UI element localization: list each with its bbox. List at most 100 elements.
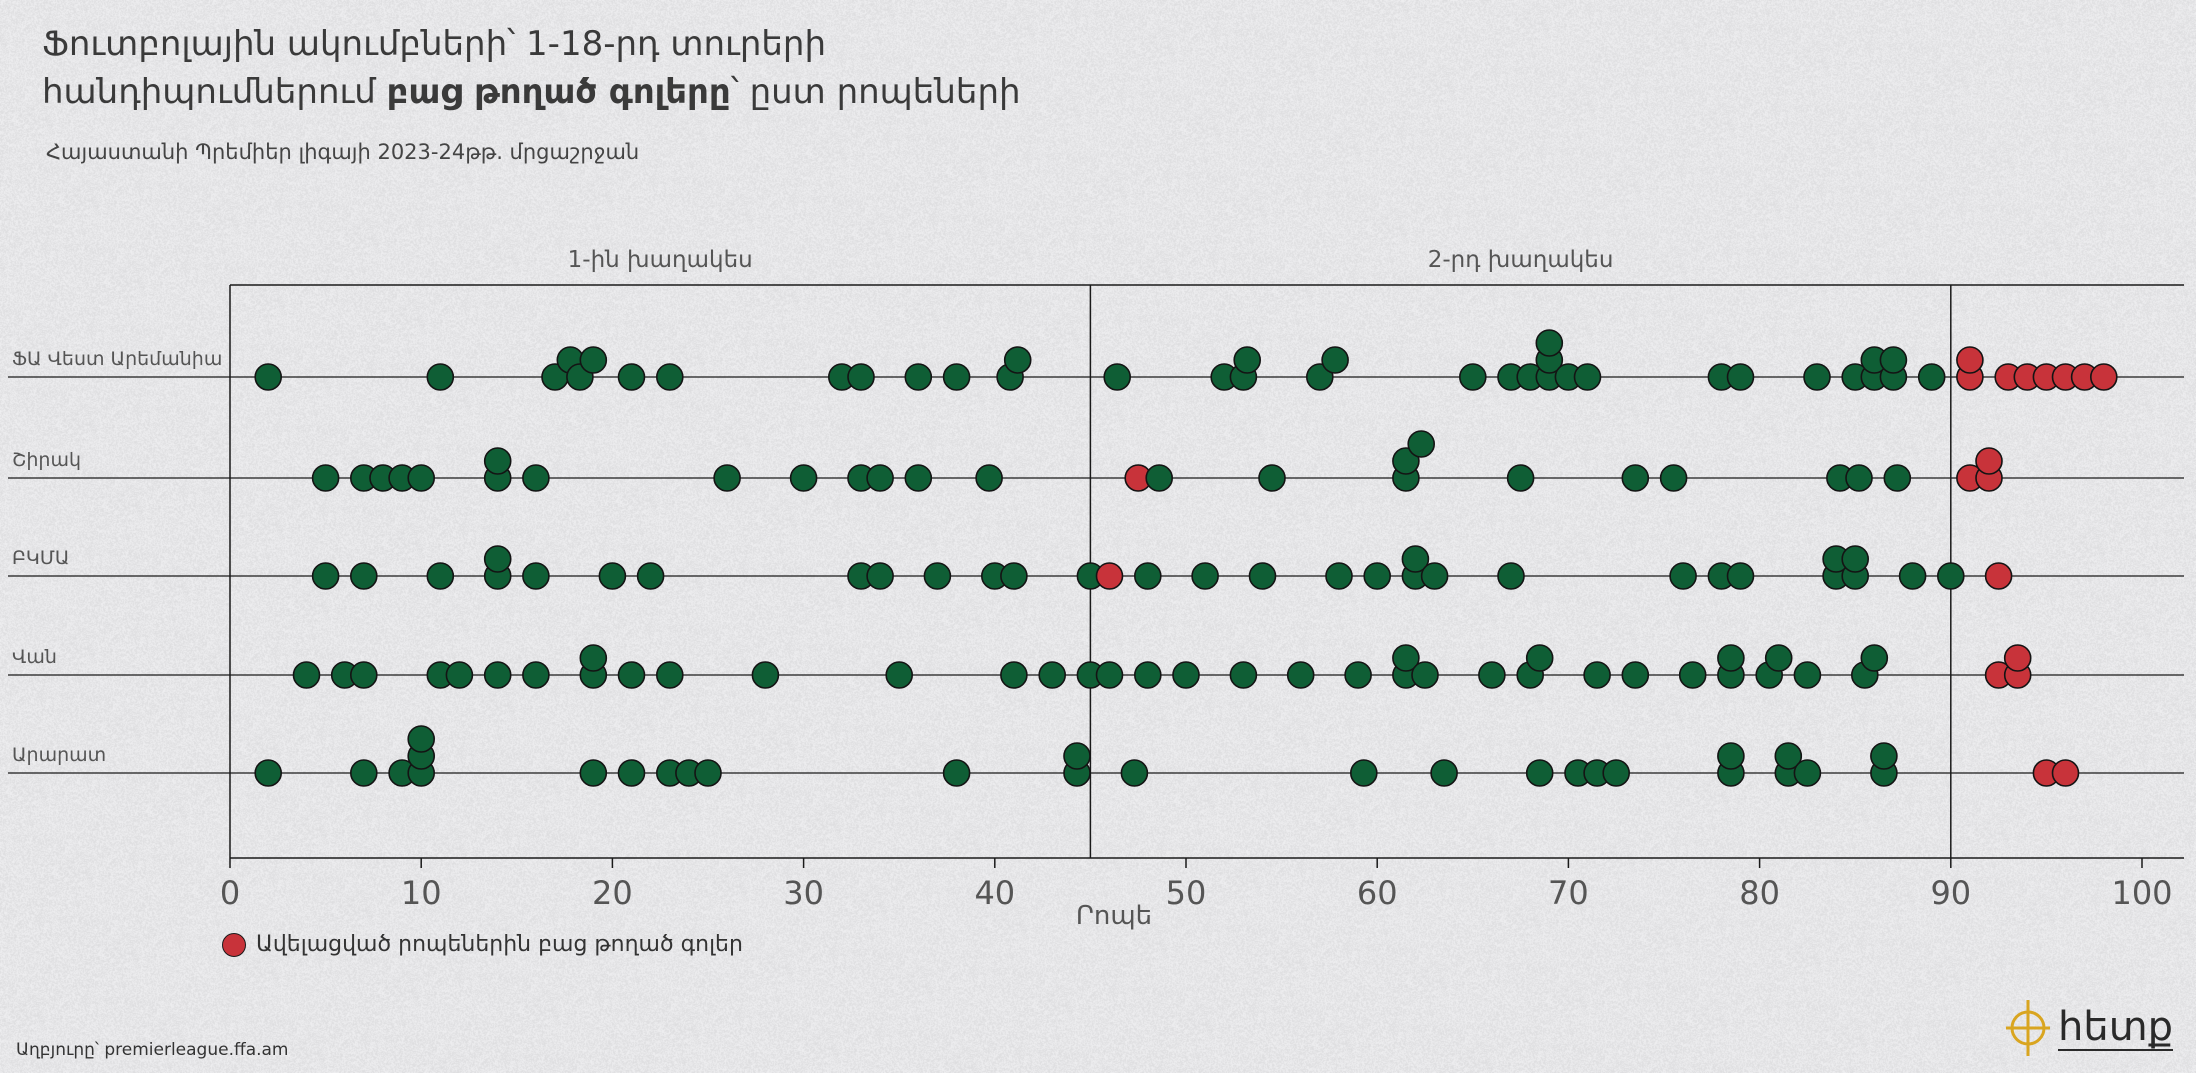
goal-point bbox=[975, 464, 1003, 492]
goal-point bbox=[1678, 661, 1707, 689]
goal-point bbox=[1573, 363, 1602, 391]
goal-point bbox=[904, 363, 933, 391]
goal-point bbox=[1841, 545, 1869, 573]
goal-point bbox=[1248, 562, 1277, 590]
goal-point bbox=[1134, 562, 1162, 590]
goal-point bbox=[311, 562, 340, 590]
goal-point bbox=[866, 562, 894, 590]
goal-point bbox=[1803, 363, 1831, 391]
added-time-goal-point bbox=[1095, 562, 1124, 590]
goal-point bbox=[1258, 464, 1286, 492]
x-tick-label-100: 100 bbox=[2111, 874, 2172, 912]
added-time-goal-point bbox=[2003, 644, 2032, 672]
goal-point bbox=[713, 464, 741, 492]
source-note: Աղբյուրը՝ premierleague.ffa.am bbox=[16, 1040, 289, 1060]
goal-point bbox=[655, 661, 684, 689]
goal-point bbox=[1229, 661, 1258, 689]
x-tick-label-60: 60 bbox=[1357, 874, 1398, 912]
goal-point bbox=[1937, 562, 1965, 590]
goal-point bbox=[1845, 464, 1873, 492]
half-label-1: 1-ին խաղակես bbox=[568, 247, 753, 273]
goal-point bbox=[483, 661, 512, 689]
goal-point bbox=[1898, 562, 1927, 590]
goal-point bbox=[1134, 661, 1162, 689]
goal-point bbox=[1659, 464, 1688, 492]
goal-point bbox=[1726, 363, 1755, 391]
added-time-goal-point bbox=[1984, 562, 2013, 590]
goal-point bbox=[1459, 363, 1487, 391]
goal-point bbox=[522, 464, 550, 492]
goal-point bbox=[1172, 661, 1200, 689]
goal-point bbox=[636, 562, 665, 590]
goal-point bbox=[904, 464, 933, 492]
goal-point bbox=[1774, 742, 1803, 770]
chart-title-line-2-start: հանդիպումներում bbox=[42, 72, 387, 112]
goal-point bbox=[254, 363, 283, 391]
goal-point bbox=[942, 759, 971, 787]
chart-title-line-2-end: ՝ ըստ րոպեների bbox=[730, 72, 1021, 112]
goal-point bbox=[445, 661, 474, 689]
goal-point bbox=[1883, 464, 1912, 492]
goal-point bbox=[1286, 661, 1315, 689]
goal-point bbox=[1870, 742, 1898, 770]
goal-point bbox=[522, 562, 550, 590]
goal-point bbox=[1120, 759, 1149, 787]
added-time-goal-point bbox=[2090, 363, 2118, 391]
goal-point bbox=[1344, 661, 1372, 689]
goal-point bbox=[407, 725, 436, 753]
goal-point bbox=[1669, 562, 1697, 590]
goal-point bbox=[694, 759, 722, 787]
team-label-5: Արարատ bbox=[12, 744, 106, 766]
goal-point bbox=[1000, 562, 1028, 590]
goal-point bbox=[292, 661, 321, 689]
goal-point bbox=[407, 464, 436, 492]
goal-point bbox=[1325, 562, 1353, 590]
team-label-2: Շիրակ bbox=[12, 449, 81, 471]
x-tick-label-40: 40 bbox=[974, 874, 1015, 912]
goal-point bbox=[1860, 644, 1889, 672]
x-tick-label-30: 30 bbox=[783, 874, 824, 912]
x-tick-label-20: 20 bbox=[592, 874, 633, 912]
crosshair-logo-icon bbox=[2006, 1000, 2050, 1056]
team-label-1: ՖԱ Վեստ Արեմանիա bbox=[12, 348, 222, 370]
goal-point bbox=[1793, 661, 1822, 689]
added-time-goal-point bbox=[1975, 447, 2003, 475]
goal-point bbox=[1000, 661, 1028, 689]
goal-point bbox=[1764, 644, 1793, 672]
goal-point bbox=[751, 661, 780, 689]
half-label-2: 2-րդ խաղակես bbox=[1428, 247, 1614, 273]
goal-point bbox=[1525, 644, 1554, 672]
goal-point bbox=[1401, 545, 1430, 573]
goal-point bbox=[1321, 346, 1349, 374]
team-label-4: Վան bbox=[12, 646, 57, 668]
goal-point bbox=[1583, 661, 1611, 689]
goal-point bbox=[1879, 346, 1908, 374]
goal-point bbox=[1411, 661, 1439, 689]
goal-point bbox=[1726, 562, 1755, 590]
goal-point bbox=[789, 464, 818, 492]
legend-label: Ավելացված րոպեներին բաց թողած գոլեր bbox=[256, 932, 743, 957]
added-time-goal-point bbox=[2051, 759, 2080, 787]
chart-subtitle: Հայաստանի Պրեմիեր լիգայի 2023-24թթ. մրցա… bbox=[46, 140, 640, 164]
x-tick-label-80: 80 bbox=[1739, 874, 1780, 912]
goal-point bbox=[349, 759, 378, 787]
goal-point bbox=[847, 363, 875, 391]
legend-added-time-swatch bbox=[222, 932, 246, 957]
goal-point bbox=[579, 759, 608, 787]
goal-point bbox=[923, 562, 952, 590]
goal-point bbox=[349, 661, 378, 689]
team-label-3: ԲԿՄԱ bbox=[12, 547, 69, 569]
goal-point bbox=[655, 363, 684, 391]
goal-point bbox=[1917, 363, 1946, 391]
goal-point bbox=[1430, 759, 1458, 787]
goal-point bbox=[1621, 661, 1650, 689]
goal-point bbox=[579, 644, 608, 672]
goal-point bbox=[1063, 742, 1091, 770]
goal-point bbox=[1103, 363, 1131, 391]
goal-point bbox=[1233, 346, 1261, 374]
goal-point bbox=[579, 346, 608, 374]
goal-point bbox=[1525, 759, 1554, 787]
logo-text: հետք bbox=[2058, 1004, 2174, 1051]
